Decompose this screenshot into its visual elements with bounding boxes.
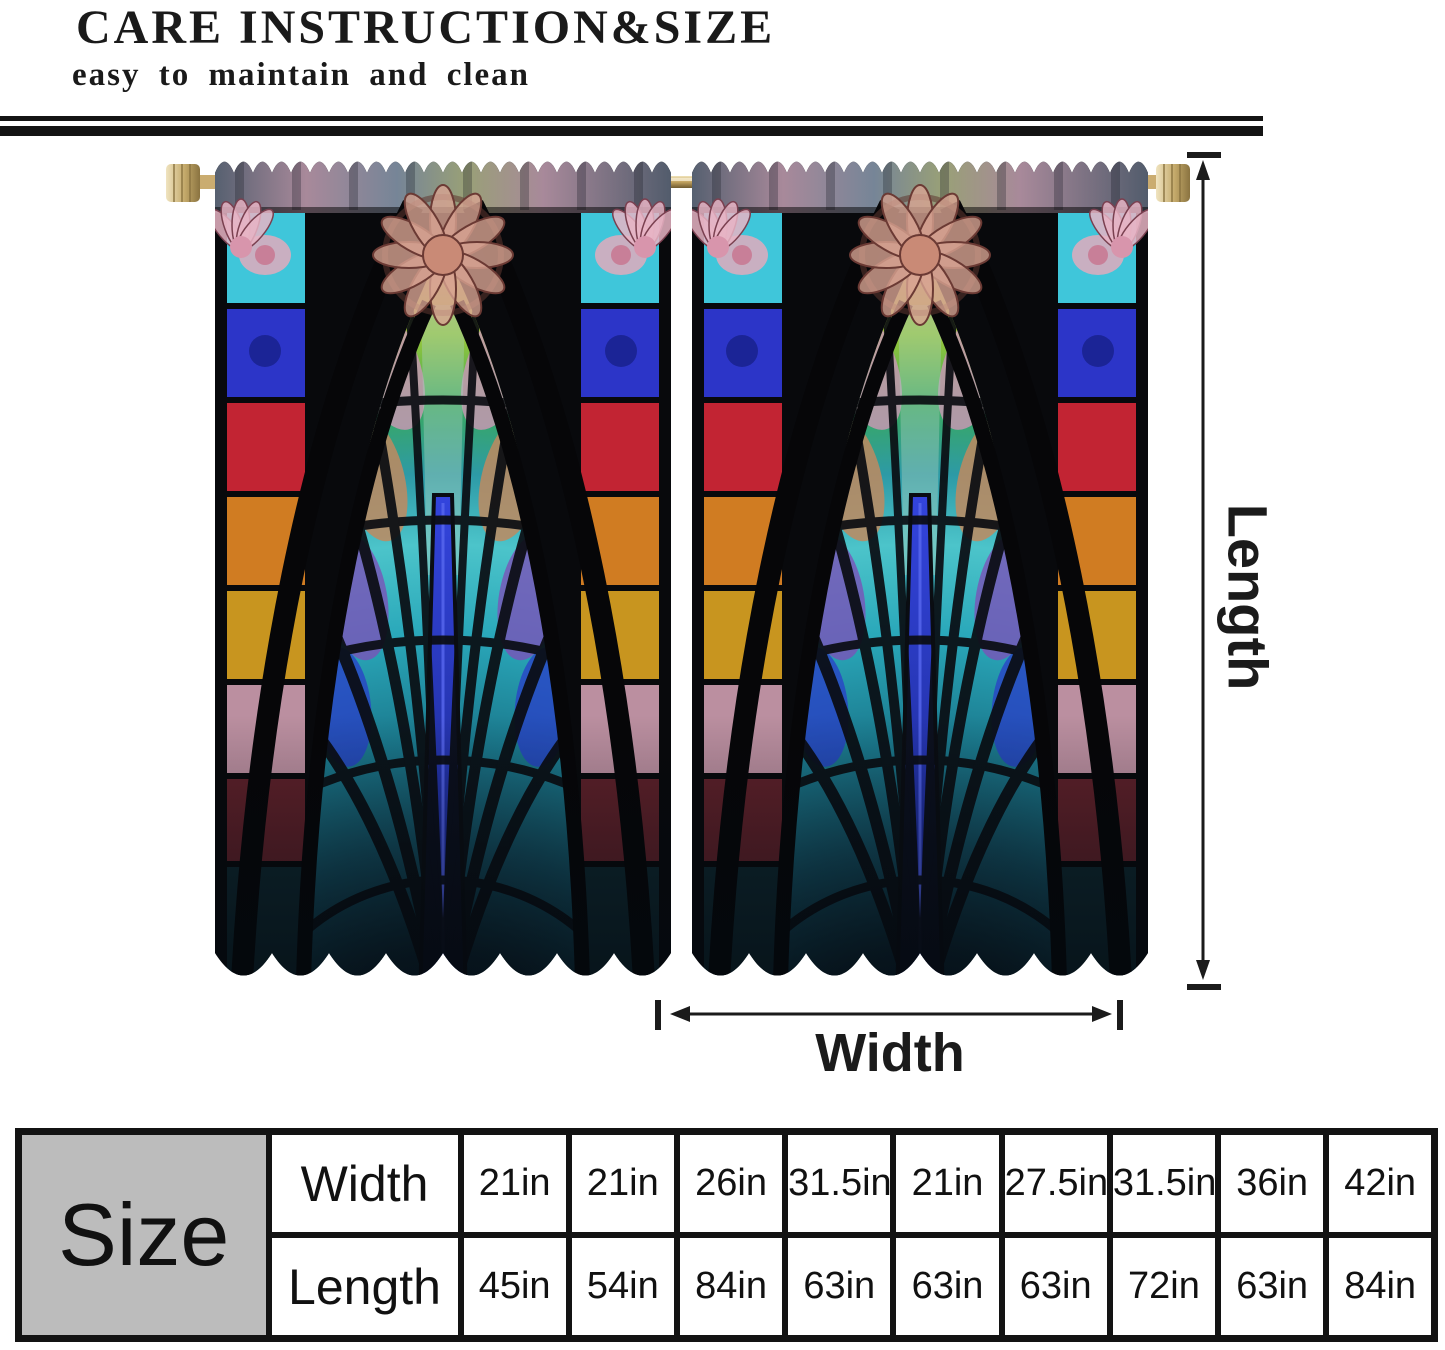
length-dimension-line [1187, 152, 1221, 990]
divider-line-thick [0, 126, 1263, 136]
length-value-cell: 63in [1215, 1232, 1330, 1342]
width-value-cell: 31.5in [1106, 1128, 1222, 1238]
length-value-cell: 84in [673, 1232, 789, 1342]
size-corner-cell: Size [15, 1128, 272, 1342]
width-dimension-line [655, 1000, 1123, 1030]
width-value-cell: 21in [457, 1128, 572, 1238]
curtain-scene [0, 0, 1445, 1030]
length-label: Length [1216, 503, 1280, 691]
table-row-length: Length 45in 54in 84in 63in 63in 63in 72i… [19, 1232, 1438, 1342]
table-row-width: Size Width 21in 21in 26in 31.5in 21in 27… [15, 1128, 1438, 1342]
length-value-cell: 63in [890, 1232, 1005, 1342]
width-value-cell: 27.5in [998, 1128, 1113, 1238]
width-value-cell: 42in [1323, 1128, 1438, 1238]
width-value-cell: 36in [1215, 1128, 1330, 1238]
divider-line-thin [0, 116, 1263, 121]
length-value-cell: 84in [1323, 1232, 1438, 1342]
length-row-label: Length [265, 1232, 464, 1342]
length-value-cell: 54in [565, 1232, 680, 1342]
width-value-cell: 26in [673, 1128, 789, 1238]
rod-finial-left [166, 164, 216, 202]
page-subtitle: easy to maintain and clean [72, 57, 531, 93]
length-value-cell: 63in [782, 1232, 897, 1342]
width-value-cell: 21in [565, 1128, 680, 1238]
width-row-label: Width [265, 1128, 464, 1238]
length-value-cell: 72in [1106, 1232, 1222, 1342]
page-title: CARE INSTRUCTION&SIZE [76, 1, 776, 54]
length-value-cell: 63in [998, 1232, 1113, 1342]
width-value-cell: 31.5in [782, 1128, 897, 1238]
length-value-cell: 45in [457, 1232, 572, 1342]
width-value-cell: 21in [890, 1128, 1005, 1238]
width-label: Width [815, 1023, 965, 1083]
size-table: Size Width 21in 21in 26in 31.5in 21in 27… [15, 1128, 1438, 1342]
